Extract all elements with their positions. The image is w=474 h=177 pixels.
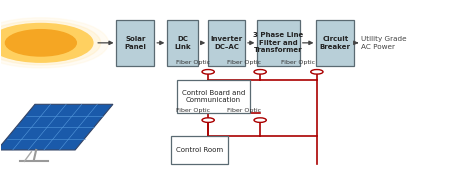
- Text: 3 Phase Line
Filter and
Transformer: 3 Phase Line Filter and Transformer: [254, 32, 304, 53]
- Circle shape: [202, 118, 214, 122]
- Polygon shape: [0, 104, 113, 150]
- Circle shape: [254, 70, 266, 74]
- FancyBboxPatch shape: [177, 80, 250, 113]
- FancyBboxPatch shape: [167, 20, 198, 66]
- Circle shape: [0, 24, 93, 62]
- Circle shape: [0, 21, 100, 65]
- Text: Fiber Optic: Fiber Optic: [227, 108, 261, 113]
- Text: Fiber Optic: Fiber Optic: [175, 60, 210, 65]
- Text: Utility Grade
AC Power: Utility Grade AC Power: [361, 36, 406, 50]
- Circle shape: [5, 30, 76, 56]
- FancyBboxPatch shape: [171, 136, 228, 164]
- Text: Control Board and
Communication: Control Board and Communication: [182, 90, 245, 103]
- FancyBboxPatch shape: [117, 20, 155, 66]
- Circle shape: [254, 118, 266, 122]
- Text: Inverter
DC–AC: Inverter DC–AC: [210, 36, 243, 50]
- Circle shape: [0, 24, 93, 62]
- Circle shape: [202, 70, 214, 74]
- Text: Fiber Optic: Fiber Optic: [282, 60, 316, 65]
- Text: Circuit
Breaker: Circuit Breaker: [320, 36, 351, 50]
- FancyBboxPatch shape: [317, 20, 354, 66]
- Text: Fiber Optic: Fiber Optic: [227, 60, 261, 65]
- Text: DC
Link: DC Link: [174, 36, 191, 50]
- Circle shape: [0, 18, 109, 68]
- Text: Fiber Optic: Fiber Optic: [175, 108, 210, 113]
- FancyBboxPatch shape: [257, 20, 300, 66]
- Text: Control Room: Control Room: [176, 147, 223, 153]
- FancyBboxPatch shape: [208, 20, 245, 66]
- Circle shape: [311, 70, 323, 74]
- Text: Solar
Panel: Solar Panel: [125, 36, 146, 50]
